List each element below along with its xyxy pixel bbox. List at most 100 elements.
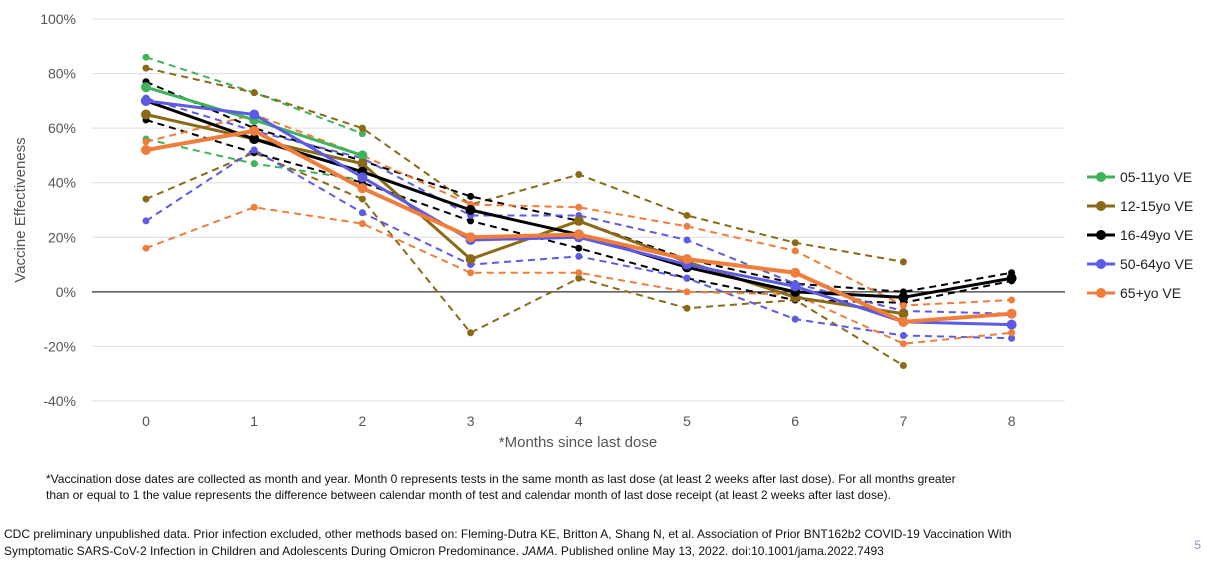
ci-point [467,192,475,200]
ci-point [358,209,366,217]
ci-point [575,203,583,211]
legend-label: 16-49yo VE [1120,227,1193,243]
ci-point [1008,334,1016,342]
ci-point [1008,296,1016,304]
data-point [573,215,584,226]
ci-point [683,236,691,244]
legend-label: 65+yo VE [1120,285,1181,301]
ci-lower-line [145,206,1012,345]
ci-point [250,146,258,154]
x-tick-label: 2 [359,413,367,429]
x-tick-label: 7 [900,413,908,429]
data-point [465,205,476,215]
data-point [357,158,368,169]
x-tick-label: 0 [142,413,150,429]
data-point [465,232,476,243]
data-point [898,316,909,327]
ci-upper-line [145,80,1012,293]
ci-point [575,252,583,260]
data-point [357,183,368,194]
ci-point [683,211,691,219]
source-text-1: CDC preliminary unpublished data. Prior … [4,527,1012,541]
ci-point [1008,329,1016,337]
data-point [249,125,260,136]
legend-label: 12-15yo VE [1120,198,1193,214]
data-point [357,172,368,183]
x-axis-ticks: 0 1 2 3 4 5 6 7 8 [142,413,1016,429]
ci-point [250,89,258,97]
ci-point [683,304,691,312]
y-tick-label: 20% [48,229,76,245]
data-point [790,267,801,278]
ci-point [899,258,907,266]
data-point [1006,308,1017,319]
ci-point [142,195,150,203]
ci-point [142,244,150,252]
source-text-3: . Published online May 13, 2022. doi:10.… [554,544,884,558]
y-tick-label: 80% [48,66,76,82]
ci-point [899,362,907,370]
data-point [141,82,151,93]
data-point [465,254,476,265]
data-point [249,109,260,120]
ci-point [575,274,583,282]
data-point [1006,319,1017,330]
data-point [141,144,151,155]
legend-marker [1096,259,1106,269]
ci-upper-line [145,113,1012,307]
ci-point [683,288,691,296]
x-tick-label: 8 [1008,413,1016,429]
y-axis-title: Vaccine Effectiveness [12,137,29,282]
ci-lower-line [145,151,904,367]
data-point [898,292,909,303]
journal-name: JAMA [522,544,555,558]
ci-point [358,124,366,132]
ci-point [358,195,366,203]
ci-point [467,217,475,225]
data-point [249,134,260,145]
data-point [790,281,801,292]
source-text-2: Symptomatic SARS-CoV-2 Infection in Chil… [4,544,523,558]
data-point [357,150,368,161]
ci-point [467,329,475,337]
y-axis-ticks: -40% -20% 0% 20% 40% 60% 80% 100% [40,11,76,409]
legend-marker [1096,288,1106,298]
x-axis-title: *Months since last dose [499,434,657,451]
series-line [145,99,1012,299]
ci-point [358,220,366,228]
legend-marker [1096,201,1106,211]
data-point [898,308,909,319]
y-tick-label: 60% [48,120,76,136]
ci-point [791,315,799,323]
ci-point [791,247,799,255]
data-point [141,109,151,120]
ve-line-chart: -40% -20% 0% 20% 40% 60% 80% 100% 0 1 2 3 4 5 6 7 8 05-… [12,11,1193,451]
data-point [141,95,151,106]
x-tick-label: 5 [683,413,691,429]
data-point [1006,273,1017,284]
y-tick-label: 0% [56,284,76,300]
y-tick-label: -20% [43,338,76,354]
ci-point [142,138,150,146]
legend-label: 05-11yo VE [1120,169,1192,185]
footnote-line-1: *Vaccination dose dates are collected as… [46,472,956,486]
footnote-line-2: than or equal to 1 the value represents … [46,488,891,502]
y-tick-label: 100% [40,11,76,27]
ci-point [142,217,150,225]
data-point [682,254,692,265]
ci-point [250,203,258,211]
ci-point [142,64,150,72]
ci-point [575,171,583,179]
ci-point [791,239,799,247]
ci-point [467,269,475,277]
plot-area [141,53,1017,370]
x-tick-label: 1 [250,413,258,429]
legend-marker [1096,230,1106,240]
ci-upper-line [145,97,1012,315]
ci-point [575,244,583,252]
legend-label: 50-64yo VE [1120,256,1193,272]
x-tick-label: 3 [467,413,475,429]
x-tick-label: 4 [575,413,583,429]
data-point [573,229,584,240]
footnote: *Vaccination dose dates are collected as… [46,471,1176,503]
